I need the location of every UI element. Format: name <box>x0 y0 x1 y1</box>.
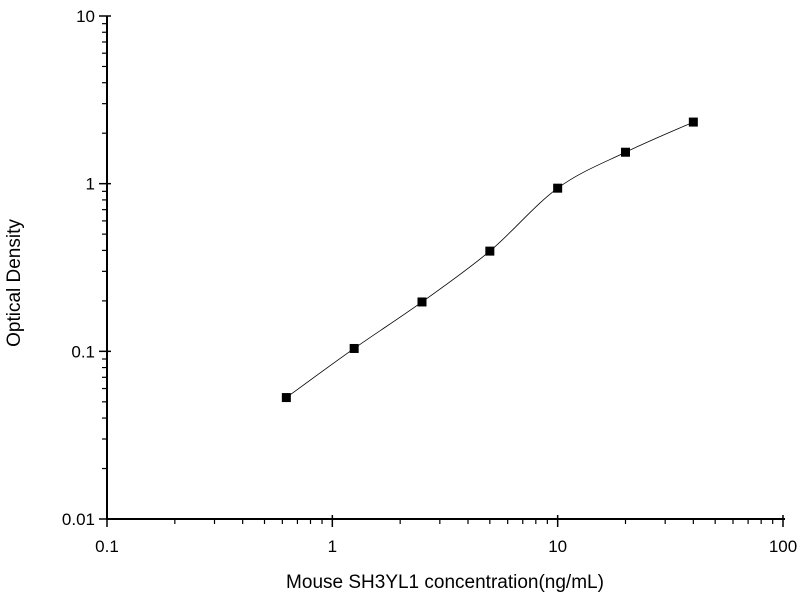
y-tick-label: 0.01 <box>62 510 95 529</box>
x-tick-label: 1 <box>328 537 337 556</box>
data-point <box>281 393 291 403</box>
data-point <box>349 343 359 353</box>
y-axis-label: Optical Density <box>4 219 25 347</box>
fit-curve <box>286 121 694 398</box>
x-tick-label: 0.1 <box>95 537 119 556</box>
data-point <box>417 297 427 307</box>
x-axis-label: Mouse SH3YL1 concentration(ng/mL) <box>286 572 604 593</box>
data-point <box>553 183 563 193</box>
y-tick-labels: 0.01 0.1 1 10 <box>62 7 95 529</box>
y-tick-label: 0.1 <box>71 342 95 361</box>
x-tick-label: 100 <box>769 537 797 556</box>
data-point <box>620 147 630 157</box>
data-point <box>485 246 495 256</box>
x-tick-label: 10 <box>548 537 567 556</box>
axes <box>99 15 785 527</box>
data-points <box>281 117 698 403</box>
data-point <box>688 117 698 127</box>
y-tick-label: 1 <box>86 175 95 194</box>
x-tick-labels: 0.1 1 10 100 <box>95 537 797 556</box>
y-tick-label: 10 <box>76 7 95 26</box>
